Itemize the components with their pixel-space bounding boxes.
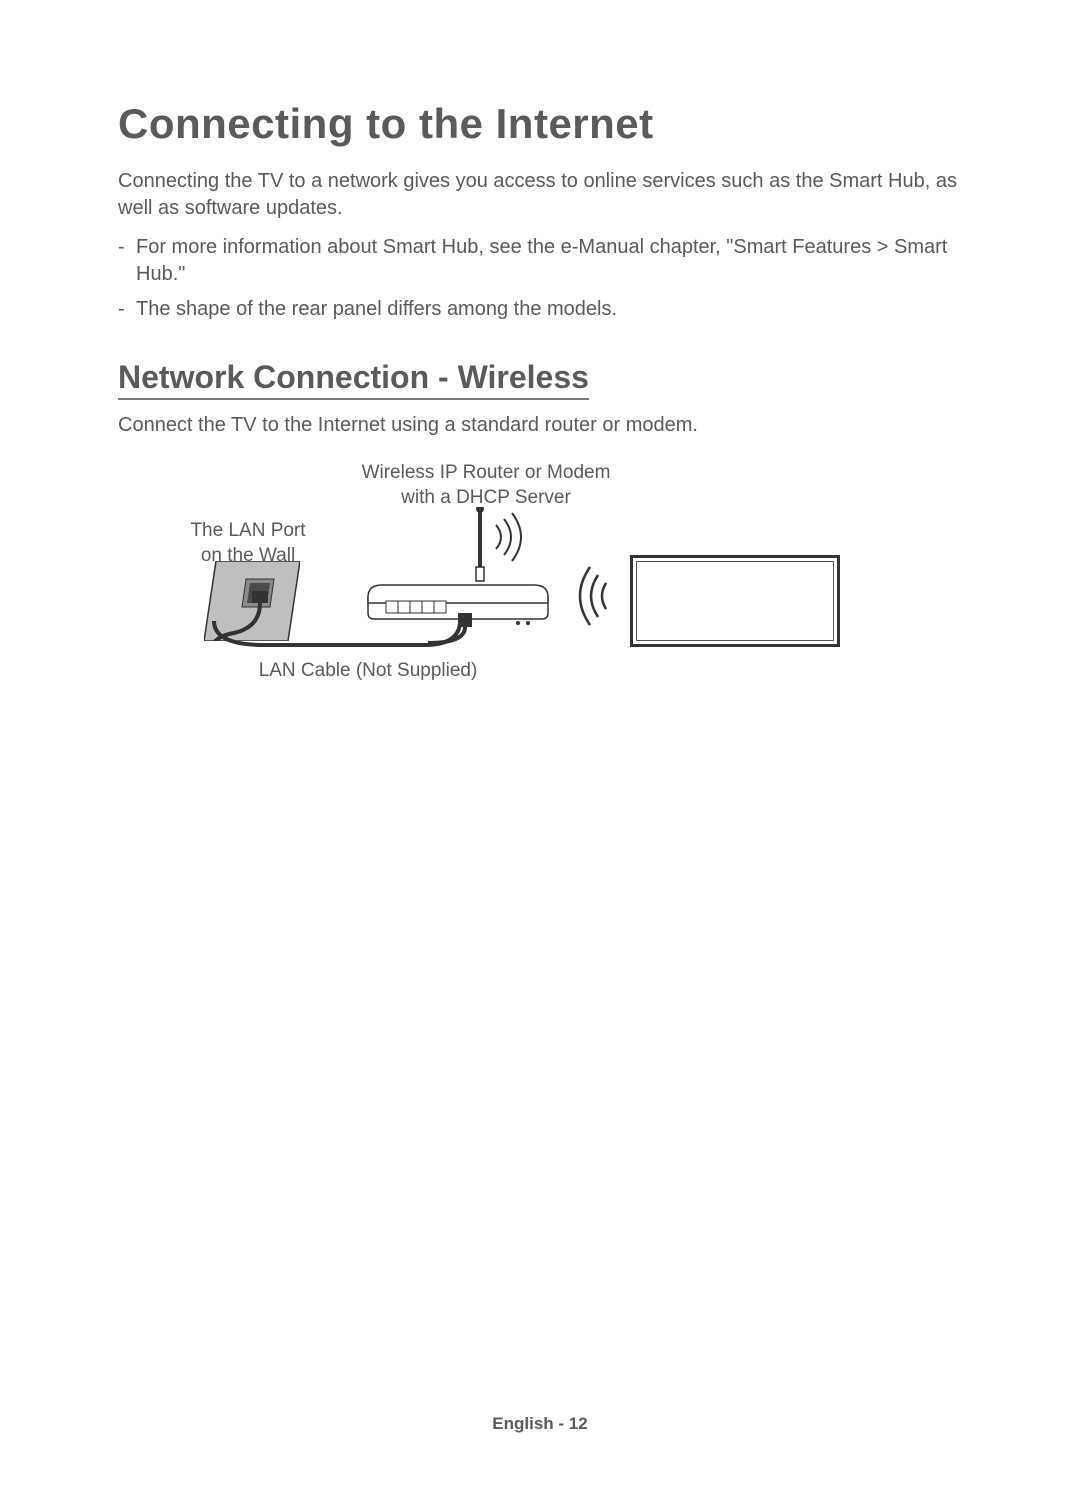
lanport-label-line1: The LAN Port (190, 520, 305, 541)
page-content: Connecting to the Internet Connecting th… (0, 0, 1080, 691)
tv-icon (630, 555, 840, 647)
notes-list: For more information about Smart Hub, se… (118, 234, 962, 323)
router-label-line2: with a DHCP Server (401, 487, 571, 508)
wifi-signal-icon (568, 561, 618, 631)
list-item: The shape of the rear panel differs amon… (136, 296, 962, 323)
page-title: Connecting to the Internet (118, 100, 962, 148)
connection-diagram: Wireless IP Router or Modem with a DHCP … (158, 461, 858, 691)
page-footer: English - 12 (0, 1414, 1080, 1434)
section-title: Network Connection - Wireless (118, 359, 589, 400)
router-label: Wireless IP Router or Modem with a DHCP … (356, 461, 616, 510)
list-item: For more information about Smart Hub, se… (136, 234, 962, 288)
section-description: Connect the TV to the Internet using a s… (118, 414, 962, 437)
cable-label: LAN Cable (Not Supplied) (238, 659, 498, 684)
router-label-line1: Wireless IP Router or Modem (362, 462, 611, 483)
intro-paragraph: Connecting the TV to a network gives you… (118, 168, 962, 222)
lan-cable-icon (204, 621, 464, 661)
